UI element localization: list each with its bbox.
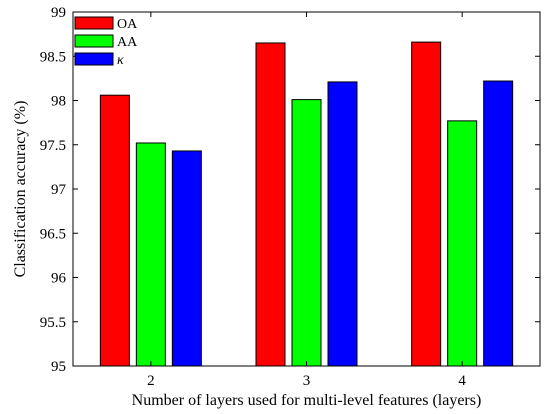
y-tick-label: 97 <box>51 182 67 198</box>
bar-AA-2 <box>135 142 166 367</box>
y-tick-label: 99 <box>51 5 66 21</box>
bar-AA-3 <box>291 99 322 367</box>
bar-κ-4 <box>483 80 514 367</box>
y-tick-label: 98.5 <box>40 49 66 65</box>
y-tick-labels: 95 95.5 96 96.5 97 97.5 98 98.5 99 <box>40 5 67 375</box>
legend: OA AA κ <box>74 16 138 68</box>
bar-κ-3 <box>327 81 358 367</box>
x-tick-label: 2 <box>147 373 155 389</box>
bar-OA-2 <box>99 94 130 367</box>
bar-κ-2 <box>171 150 202 367</box>
legend-swatch-κ <box>74 52 114 66</box>
bar-AA-4 <box>447 120 478 367</box>
legend-label-AA: AA <box>117 35 138 50</box>
x-axis-title: Number of layers used for multi-level fe… <box>132 392 482 409</box>
legend-swatch-AA <box>74 34 114 48</box>
x-tick-label: 3 <box>303 373 311 389</box>
bar-OA-3 <box>255 42 286 367</box>
legend-swatch-OA <box>74 16 114 30</box>
y-tick-label: 95.5 <box>40 315 66 331</box>
x-tick-label: 4 <box>458 373 466 389</box>
y-tick-label: 98 <box>51 94 66 110</box>
axis-ticks <box>73 11 540 367</box>
y-tick-label: 95 <box>51 359 66 375</box>
y-axis-title: Classification accuracy (%) <box>12 101 29 278</box>
y-tick-label: 96 <box>51 271 67 287</box>
x-tick-labels: 2 3 4 <box>147 373 466 389</box>
legend-label-κ: κ <box>117 53 124 68</box>
bar-OA-4 <box>411 41 442 367</box>
y-tick-label: 96.5 <box>40 226 66 242</box>
y-tick-label: 97.5 <box>40 138 66 154</box>
bars-group <box>99 41 514 367</box>
legend-label-OA: OA <box>117 17 138 32</box>
